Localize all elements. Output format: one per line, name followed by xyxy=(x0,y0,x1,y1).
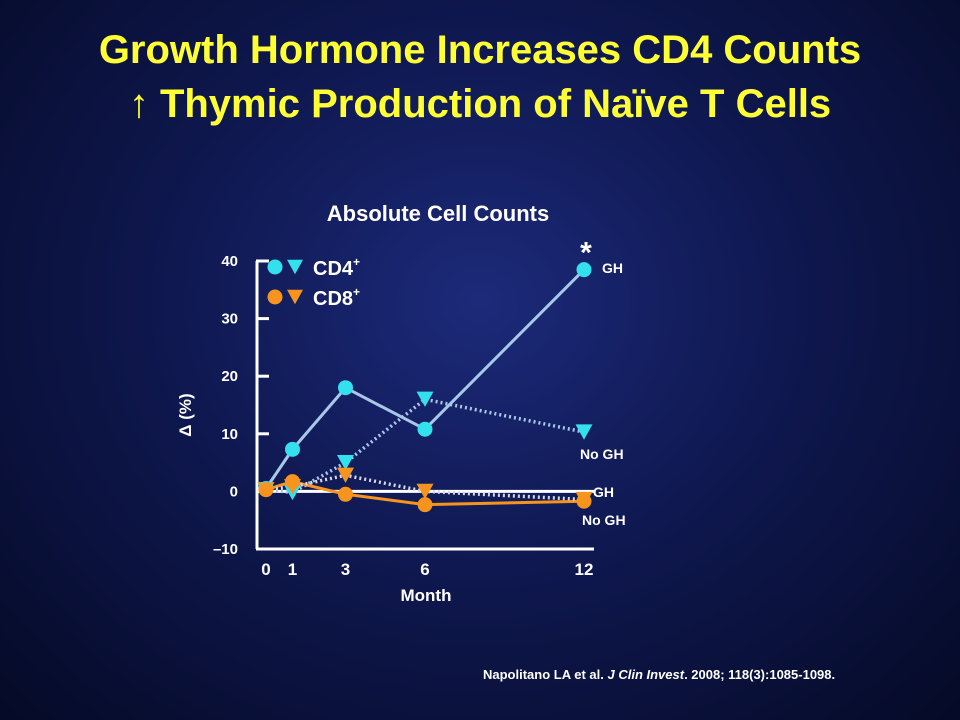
citation-authors: Napolitano LA et al. xyxy=(483,667,608,682)
data-point-cd4-gh xyxy=(338,380,353,396)
data-point-cd8-gh xyxy=(285,474,300,490)
citation-details: . 2008; 118(3):1085-1098. xyxy=(684,667,836,682)
data-point-cd4-gh xyxy=(417,421,433,437)
legend-label-superscript-cd8: + xyxy=(353,285,360,299)
data-point-cd8-gh xyxy=(258,482,274,498)
data-point-cd8-gh xyxy=(338,486,353,502)
end-label-cd8-gh: GH xyxy=(593,484,614,500)
x-tick-label: 12 xyxy=(575,560,594,579)
legend-triangle-cd8 xyxy=(287,289,303,305)
legend-label-text-cd8: CD8 xyxy=(313,288,353,310)
data-point-cd8-gh xyxy=(576,493,592,509)
x-tick-label: 6 xyxy=(420,560,429,579)
slide-title-line-2: ↑ Thymic Production of Naïve T Cells xyxy=(128,82,832,126)
data-point-cd4-no-gh xyxy=(575,424,593,440)
data-point-cd8-no-gh xyxy=(416,483,434,500)
legend-triangle-cd4 xyxy=(287,259,303,275)
x-tick-label: 3 xyxy=(341,560,350,579)
legend-label-superscript-cd4: + xyxy=(353,255,360,269)
data-point-cd4-gh xyxy=(285,441,300,457)
y-tick-label: 30 xyxy=(221,311,238,328)
slide-title-line-1: Growth Hormone Increases CD4 Counts xyxy=(98,28,862,72)
citation: Napolitano LA et al. J Clin Invest. 2008… xyxy=(483,667,835,682)
legend-circle-cd4 xyxy=(267,259,283,275)
chart-title: Absolute Cell Counts xyxy=(327,201,549,226)
data-point-cd4-no-gh xyxy=(416,391,434,407)
y-axis-label: Δ (%) xyxy=(176,393,195,436)
data-point-cd8-gh xyxy=(417,497,433,513)
end-label-cd8-no-gh: No GH xyxy=(582,512,626,528)
legend-circle-cd8 xyxy=(267,289,283,305)
significance-asterisk: * xyxy=(580,237,592,270)
y-tick-label: 0 xyxy=(230,483,238,500)
y-tick-label: 20 xyxy=(221,368,238,385)
y-tick-label: –10 xyxy=(213,541,238,558)
legend-label-text-cd4: CD4 xyxy=(313,258,354,280)
y-tick-label: 40 xyxy=(221,253,238,270)
legend-label-cd8: CD8+ xyxy=(313,285,360,310)
legend-label-cd4: CD4+ xyxy=(313,255,360,280)
data-point-cd4-no-gh xyxy=(337,454,354,471)
x-axis-label: Month xyxy=(401,586,452,605)
series-line-cd4-no-gh xyxy=(265,397,585,495)
x-tick-label: 1 xyxy=(288,560,297,579)
data-point-cd8-no-gh xyxy=(337,467,354,483)
end-label-cd4-no-gh: No GH xyxy=(580,446,624,462)
citation-journal: J Clin Invest xyxy=(607,667,685,682)
data-point-cd4-gh xyxy=(576,262,592,278)
end-label-cd4-gh: GH xyxy=(602,260,623,276)
y-tick-label: 10 xyxy=(221,426,238,443)
x-tick-label: 0 xyxy=(261,560,270,579)
